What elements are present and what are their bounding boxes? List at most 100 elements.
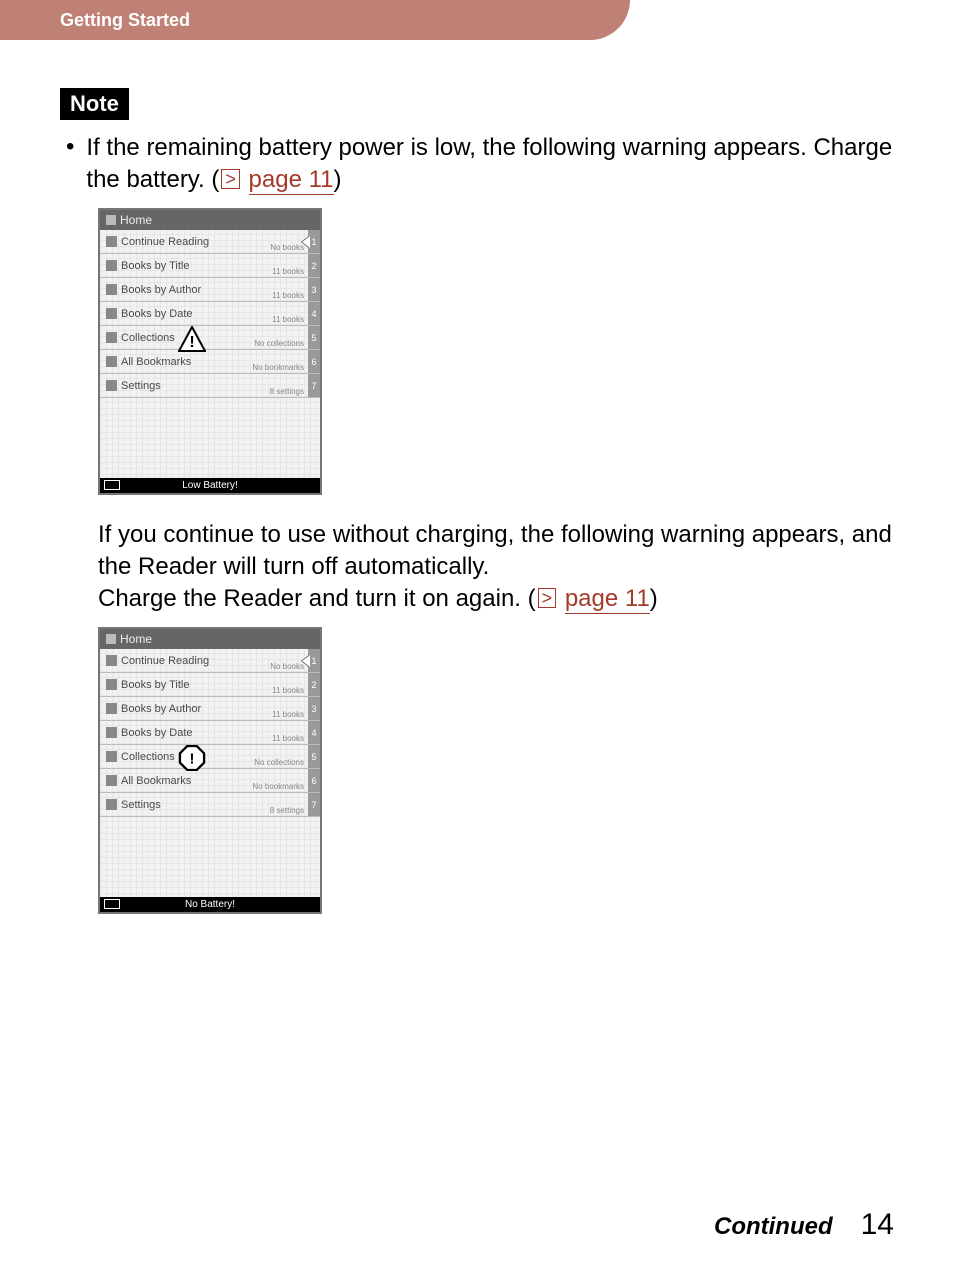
- row-meta: 11 books: [272, 686, 304, 695]
- device-title: Home: [120, 632, 152, 646]
- device-screenshot-low-battery: Home Continue Reading No books 1 Books b…: [98, 208, 322, 495]
- p1-text-b: ): [334, 166, 342, 193]
- row-icon: [106, 703, 117, 714]
- row-meta: 11 books: [272, 710, 304, 719]
- menu-row: All Bookmarks No bookmarks 6: [100, 769, 320, 793]
- selection-pointer-icon: [302, 655, 310, 667]
- row-number: 4: [308, 721, 320, 744]
- row-label: Books by Title: [121, 260, 189, 272]
- row-number: 7: [308, 793, 320, 816]
- row-meta: 11 books: [272, 315, 304, 324]
- note-badge: Note: [60, 88, 129, 120]
- page-ref-link[interactable]: page 11: [565, 585, 650, 614]
- row-number: 3: [308, 697, 320, 720]
- page-ref-icon: >: [538, 588, 557, 608]
- device-title-bar: Home: [100, 210, 320, 230]
- row-meta: No bookmarks: [252, 363, 304, 372]
- menu-row: Books by Title 11 books 2: [100, 254, 320, 278]
- menu-row: Books by Date 11 books 4: [100, 302, 320, 326]
- row-icon: [106, 236, 117, 247]
- row-number: 2: [308, 673, 320, 696]
- battery-icon: [104, 480, 120, 490]
- row-number: 7: [308, 374, 320, 397]
- device-title-bar: Home: [100, 629, 320, 649]
- menu-row: Continue Reading No books 1: [100, 649, 320, 673]
- row-icon: [106, 308, 117, 319]
- row-meta: No books: [270, 243, 304, 252]
- row-icon: [106, 380, 117, 391]
- battery-icon: [104, 899, 120, 909]
- continued-label: Continued: [714, 1213, 833, 1241]
- page-ref-link[interactable]: page 11: [249, 166, 334, 195]
- menu-row: Books by Title 11 books 2: [100, 673, 320, 697]
- device-blank-area: [100, 398, 320, 478]
- p1-text-a: If the remaining battery power is low, t…: [86, 134, 892, 193]
- manual-page: Getting Started Note • If the remaining …: [0, 0, 954, 1270]
- page-ref-icon: >: [221, 169, 240, 189]
- row-label: Continue Reading: [121, 236, 209, 248]
- section-title: Getting Started: [60, 10, 190, 31]
- paragraph-1: If the remaining battery power is low, t…: [86, 132, 894, 196]
- row-icon: [106, 775, 117, 786]
- row-label: Books by Author: [121, 703, 201, 715]
- device-menu-list: Continue Reading No books 1 Books by Tit…: [100, 230, 320, 398]
- device-status-text: Low Battery!: [182, 480, 238, 491]
- row-number: 4: [308, 302, 320, 325]
- device-screenshot-no-battery: Home Continue Reading No books 1 Books b…: [98, 627, 322, 914]
- row-label: Collections: [121, 332, 175, 344]
- row-label: Continue Reading: [121, 655, 209, 667]
- row-meta: 8 settings: [270, 806, 304, 815]
- device-blank-area: [100, 817, 320, 897]
- device-status-bar: Low Battery!: [100, 478, 320, 493]
- row-icon: [106, 356, 117, 367]
- device-status-bar: No Battery!: [100, 897, 320, 912]
- row-meta: No collections: [254, 758, 304, 767]
- menu-row: Books by Author 11 books 3: [100, 278, 320, 302]
- row-label: Collections: [121, 751, 175, 763]
- row-number: 5: [308, 745, 320, 768]
- row-number: 5: [308, 326, 320, 349]
- menu-row: Continue Reading No books 1: [100, 230, 320, 254]
- row-meta: No books: [270, 662, 304, 671]
- bullet-dot-icon: •: [66, 132, 74, 162]
- menu-row: Collections No collections 5: [100, 745, 320, 769]
- row-icon: [106, 284, 117, 295]
- row-label: All Bookmarks: [121, 356, 191, 368]
- row-icon: [106, 727, 117, 738]
- row-icon: [106, 751, 117, 762]
- home-icon: [106, 215, 116, 225]
- p2-text-b: Charge the Reader and turn it on again. …: [98, 585, 536, 612]
- menu-row: All Bookmarks No bookmarks 6: [100, 350, 320, 374]
- selection-pointer-icon: [302, 236, 310, 248]
- row-label: Settings: [121, 799, 161, 811]
- row-label: All Bookmarks: [121, 775, 191, 787]
- p2-text-a: If you continue to use without charging,…: [98, 521, 892, 580]
- menu-row: Settings 8 settings 7: [100, 793, 320, 817]
- row-label: Books by Author: [121, 284, 201, 296]
- section-header: Getting Started: [0, 0, 630, 40]
- row-number: 6: [308, 769, 320, 792]
- row-label: Books by Title: [121, 679, 189, 691]
- device-status-text: No Battery!: [185, 899, 235, 910]
- row-meta: 8 settings: [270, 387, 304, 396]
- row-meta: 11 books: [272, 734, 304, 743]
- row-meta: 11 books: [272, 267, 304, 276]
- menu-row: Collections No collections 5: [100, 326, 320, 350]
- row-meta: 11 books: [272, 291, 304, 300]
- page-content: Note • If the remaining battery power is…: [0, 40, 954, 914]
- row-icon: [106, 655, 117, 666]
- row-label: Books by Date: [121, 727, 193, 739]
- row-label: Settings: [121, 380, 161, 392]
- page-footer: Continued 14: [714, 1208, 894, 1242]
- row-meta: No bookmarks: [252, 782, 304, 791]
- row-icon: [106, 679, 117, 690]
- menu-row: Books by Date 11 books 4: [100, 721, 320, 745]
- row-number: 3: [308, 278, 320, 301]
- row-meta: No collections: [254, 339, 304, 348]
- home-icon: [106, 634, 116, 644]
- row-icon: [106, 799, 117, 810]
- row-number: 2: [308, 254, 320, 277]
- row-icon: [106, 332, 117, 343]
- paragraph-2: If you continue to use without charging,…: [98, 519, 894, 615]
- device-menu-list: Continue Reading No books 1 Books by Tit…: [100, 649, 320, 817]
